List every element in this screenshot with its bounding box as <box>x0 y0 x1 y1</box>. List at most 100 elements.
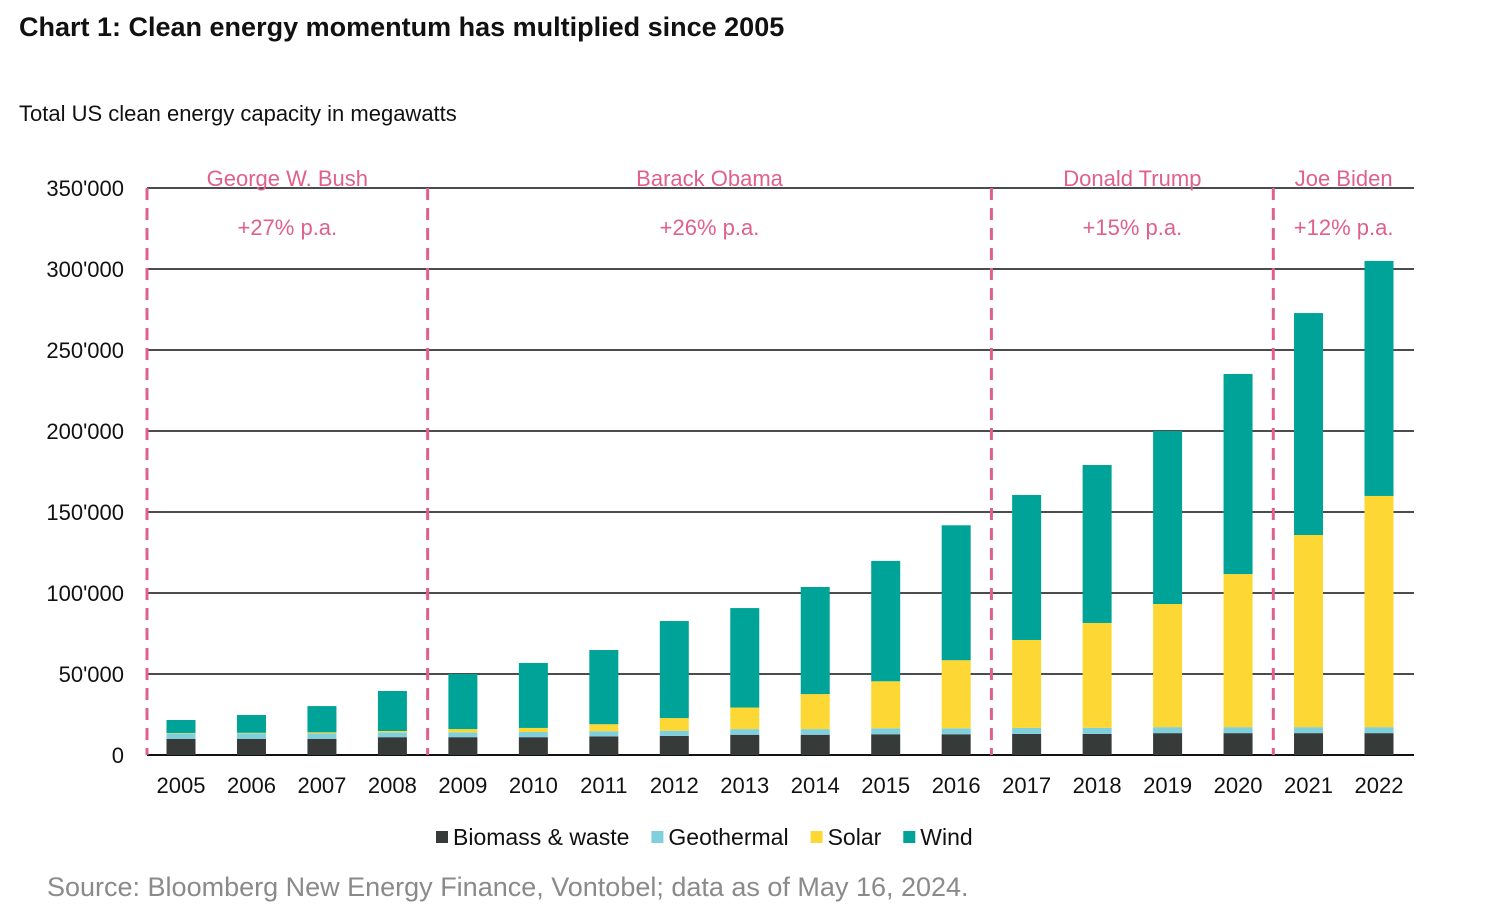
bar-geothermal-2011 <box>589 731 619 737</box>
bar-geothermal-2019 <box>1153 727 1183 734</box>
x-tick-label: 2022 <box>1355 773 1404 798</box>
growth-rate-label: +12% p.a. <box>1294 215 1394 240</box>
bar-solar-2009 <box>448 729 478 733</box>
bar-solar-2006 <box>236 732 266 734</box>
bar-wind-2007 <box>307 706 337 733</box>
x-tick-label: 2009 <box>438 773 487 798</box>
x-tick-label: 2014 <box>791 773 840 798</box>
bar-wind-2020 <box>1223 373 1253 575</box>
bar-wind-2015 <box>871 560 901 682</box>
legend-label: Biomass & waste <box>453 824 629 850</box>
bar-geothermal-2007 <box>307 733 337 739</box>
bar-wind-2008 <box>377 691 407 732</box>
legend-swatch-solar <box>810 831 823 843</box>
bar-wind-2011 <box>589 650 619 725</box>
legend-swatch-wind <box>903 831 916 843</box>
bar-wind-2005 <box>166 720 196 733</box>
bar-solar-2021 <box>1294 535 1324 728</box>
bar-biomass-waste-2011 <box>589 736 619 755</box>
y-tick-label: 0 <box>112 743 124 768</box>
x-tick-label: 2007 <box>297 773 346 798</box>
bar-wind-2016 <box>941 525 971 661</box>
y-tick-label: 50'000 <box>59 662 124 687</box>
bar-biomass-waste-2014 <box>800 734 830 755</box>
bar-biomass-waste-2006 <box>236 738 266 755</box>
bar-biomass-waste-2012 <box>659 735 689 755</box>
bar-geothermal-2021 <box>1294 727 1324 734</box>
bar-biomass-waste-2007 <box>307 738 337 755</box>
y-tick-label: 100'000 <box>46 581 124 606</box>
bar-wind-2012 <box>659 621 689 719</box>
bar-wind-2021 <box>1294 313 1324 536</box>
bar-biomass-waste-2010 <box>518 737 548 755</box>
chart-title: Chart 1: Clean energy momentum has multi… <box>19 12 785 42</box>
bar-solar-2012 <box>659 718 689 731</box>
y-tick-label: 300'000 <box>46 257 124 282</box>
bar-biomass-waste-2005 <box>166 738 196 755</box>
bar-biomass-waste-2021 <box>1294 733 1324 755</box>
bar-geothermal-2006 <box>236 733 266 739</box>
x-tick-label: 2018 <box>1073 773 1122 798</box>
bar-solar-2016 <box>941 660 971 729</box>
bar-biomass-waste-2019 <box>1153 733 1183 755</box>
bar-biomass-waste-2018 <box>1082 733 1112 755</box>
bar-geothermal-2018 <box>1082 727 1112 734</box>
legend-swatch-geothermal <box>651 831 664 843</box>
bar-wind-2018 <box>1082 465 1112 623</box>
bar-solar-2014 <box>800 694 830 730</box>
legend-label: Geothermal <box>668 824 788 850</box>
bar-wind-2017 <box>1012 494 1042 640</box>
bar-geothermal-2013 <box>730 729 760 735</box>
bar-biomass-waste-2017 <box>1012 733 1042 755</box>
x-tick-label: 2010 <box>509 773 558 798</box>
x-tick-label: 2020 <box>1214 773 1263 798</box>
chart-subtitle: Total US clean energy capacity in megawa… <box>19 101 457 126</box>
growth-rate-label: +26% p.a. <box>660 215 760 240</box>
x-tick-label: 2013 <box>720 773 769 798</box>
legend-swatch-biomass-waste <box>436 831 448 843</box>
bar-solar-2019 <box>1153 604 1183 728</box>
x-tick-label: 2005 <box>157 773 206 798</box>
x-tick-label: 2015 <box>861 773 910 798</box>
bar-wind-2010 <box>518 662 548 728</box>
x-tick-label: 2019 <box>1143 773 1192 798</box>
legend-label: Solar <box>828 824 882 850</box>
bar-solar-2020 <box>1223 574 1253 728</box>
x-tick-label: 2016 <box>932 773 981 798</box>
bar-solar-2010 <box>518 727 548 732</box>
bar-biomass-waste-2009 <box>448 737 478 755</box>
president-label: Joe Biden <box>1295 166 1393 191</box>
bar-solar-2017 <box>1012 639 1042 728</box>
x-tick-label: 2006 <box>227 773 276 798</box>
x-tick-label: 2008 <box>368 773 417 798</box>
bar-biomass-waste-2020 <box>1223 733 1253 755</box>
bar-biomass-waste-2013 <box>730 734 760 755</box>
bar-wind-2006 <box>236 714 266 733</box>
bar-geothermal-2012 <box>659 730 689 736</box>
x-tick-label: 2011 <box>580 773 627 798</box>
bar-geothermal-2020 <box>1223 727 1253 734</box>
bar-biomass-waste-2016 <box>941 734 971 755</box>
bar-solar-2022 <box>1364 495 1394 728</box>
bar-geothermal-2022 <box>1364 727 1394 734</box>
growth-rate-label: +15% p.a. <box>1083 215 1183 240</box>
y-tick-label: 250'000 <box>46 338 124 363</box>
bar-wind-2013 <box>730 608 760 708</box>
bar-solar-2018 <box>1082 622 1112 728</box>
president-label: Donald Trump <box>1063 166 1201 191</box>
bar-wind-2019 <box>1153 431 1183 605</box>
president-label: George W. Bush <box>207 166 368 191</box>
bar-solar-2015 <box>871 681 901 729</box>
bar-geothermal-2016 <box>941 728 971 735</box>
bar-geothermal-2008 <box>377 732 407 738</box>
bar-wind-2014 <box>800 587 830 695</box>
x-tick-label: 2012 <box>650 773 699 798</box>
bar-geothermal-2010 <box>518 731 548 738</box>
bar-wind-2022 <box>1364 260 1394 496</box>
bar-geothermal-2005 <box>166 733 196 739</box>
bar-solar-2008 <box>377 731 407 733</box>
bar-solar-2013 <box>730 707 760 730</box>
bar-geothermal-2009 <box>448 732 478 738</box>
president-label: Barack Obama <box>636 166 783 191</box>
